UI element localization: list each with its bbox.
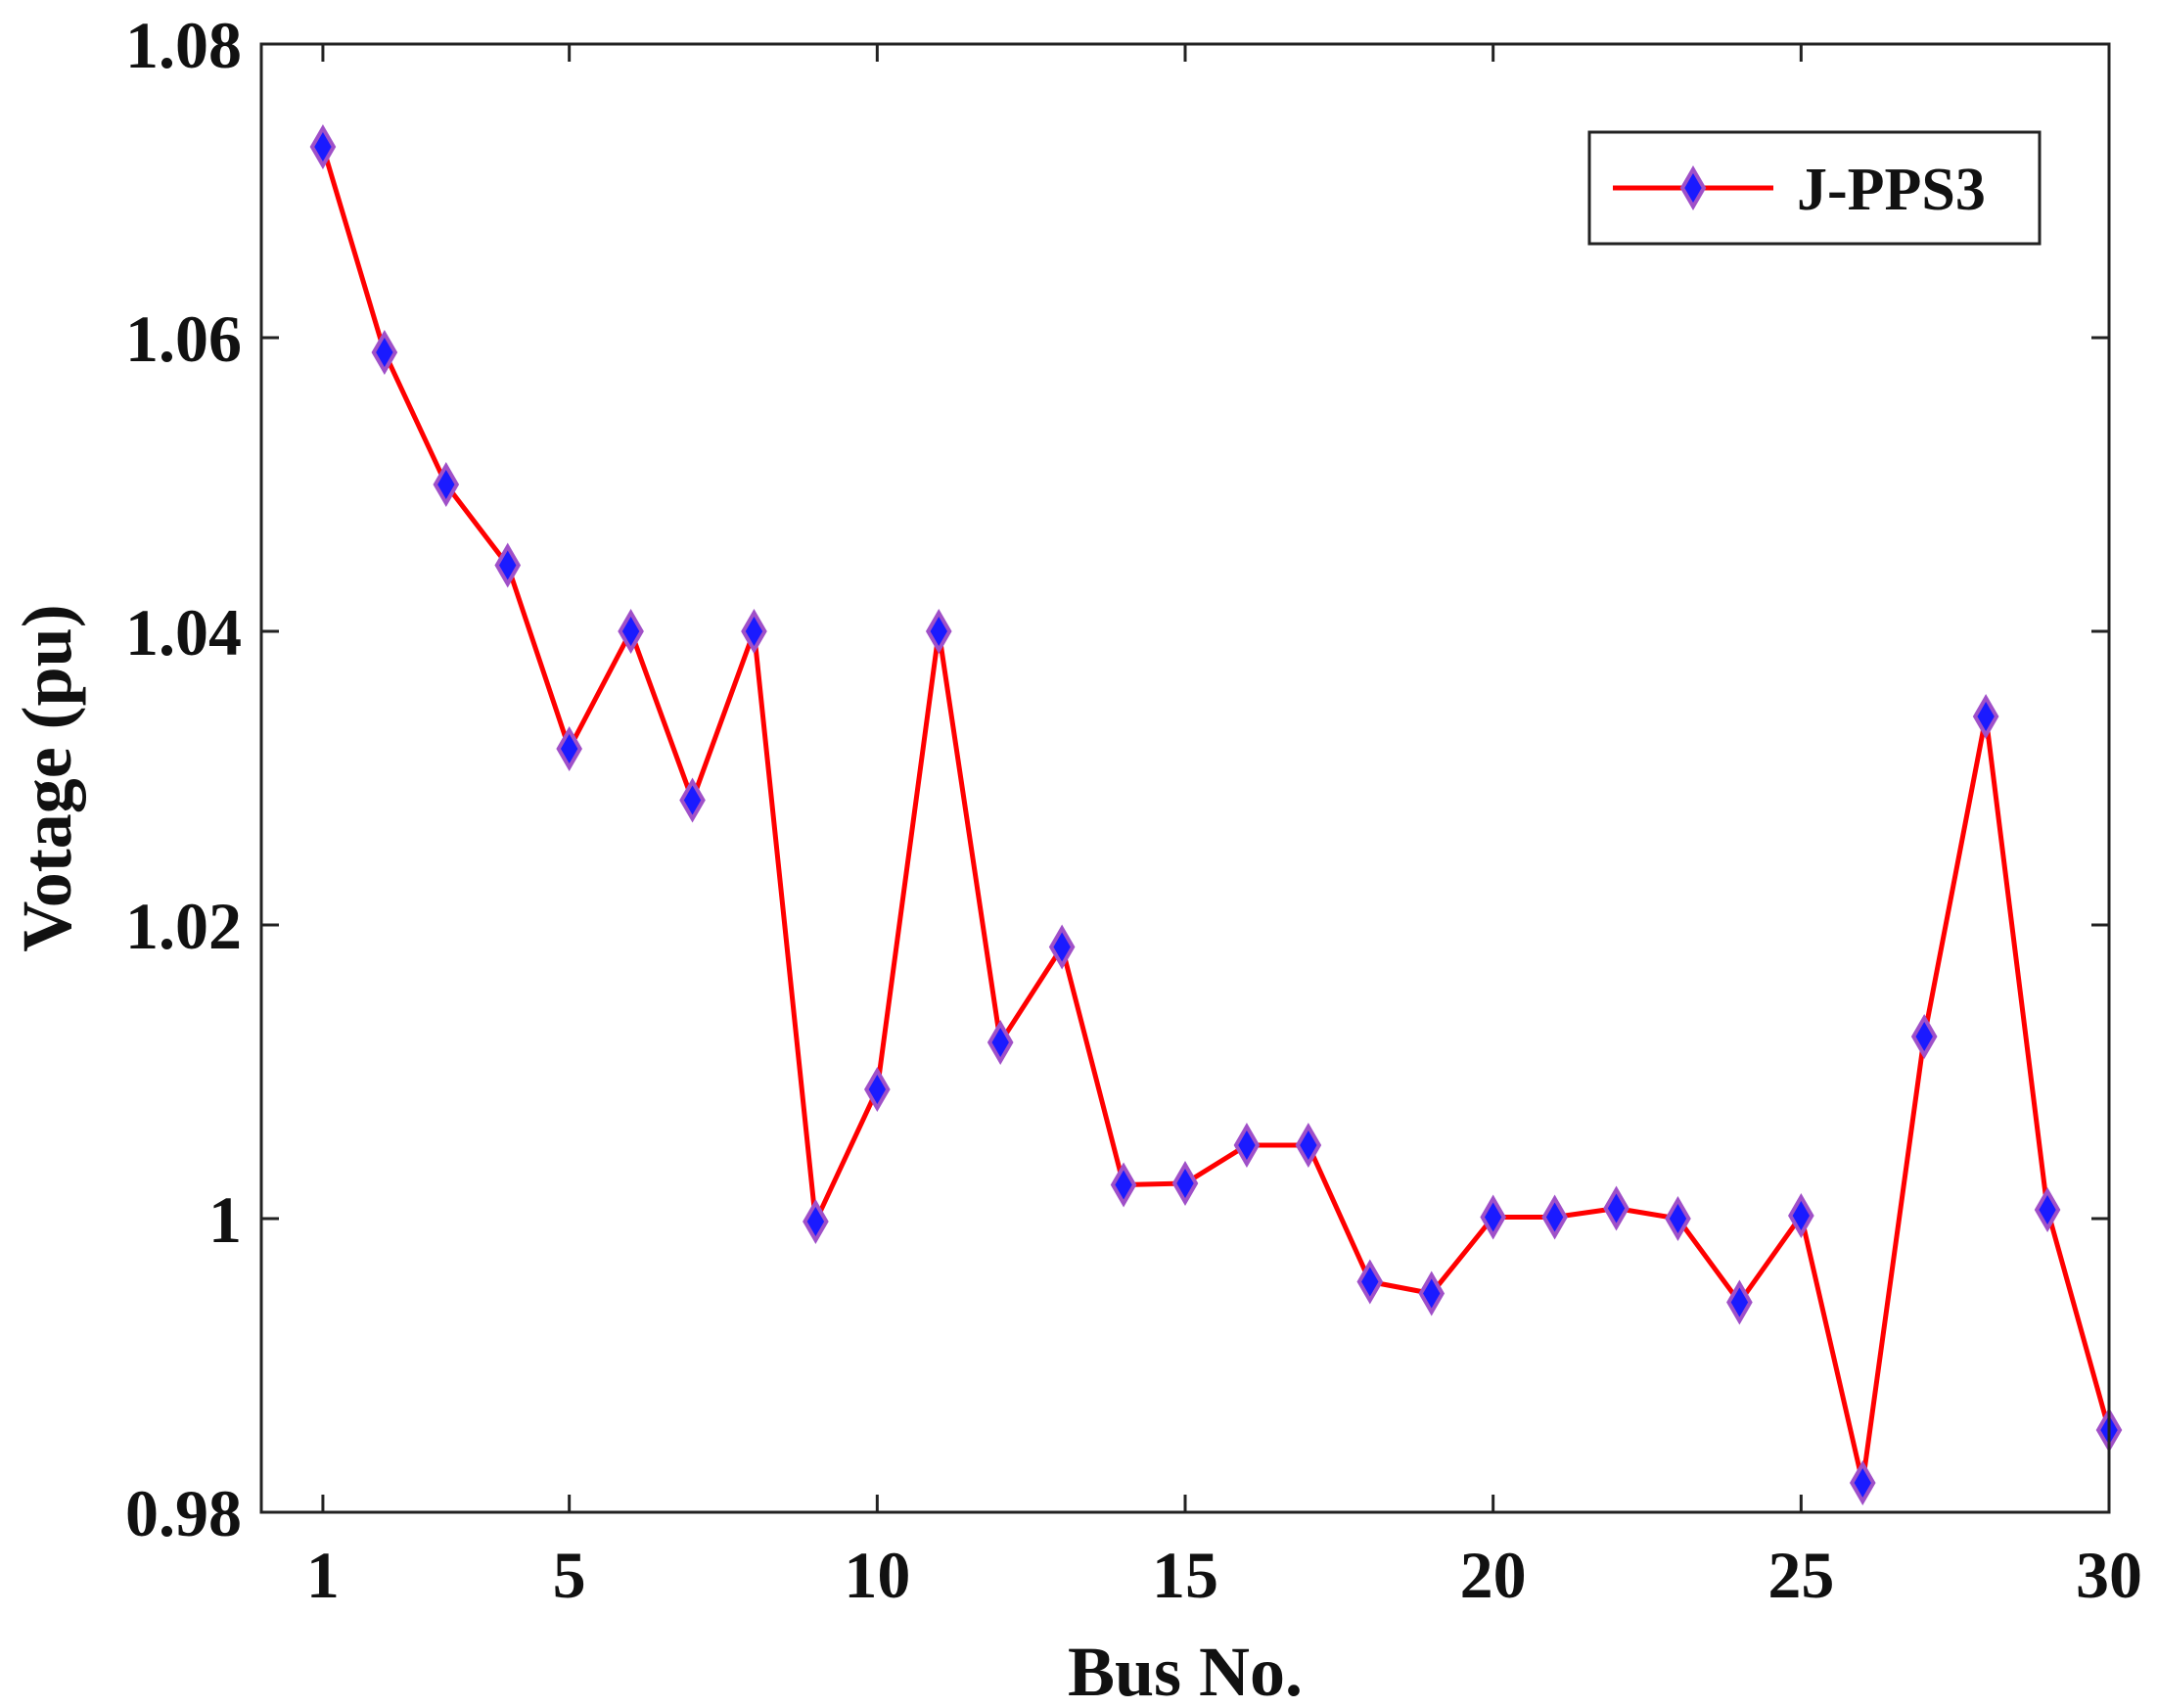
y-tick-label: 1 xyxy=(208,1182,242,1257)
data-point-marker xyxy=(803,1199,829,1244)
data-point-marker xyxy=(864,1067,891,1112)
y-tick-label: 1.08 xyxy=(125,8,242,82)
data-point-marker xyxy=(1480,1194,1506,1240)
x-tick-label: 20 xyxy=(1460,1538,1527,1612)
x-tick-label: 15 xyxy=(1152,1538,1218,1612)
legend-marker-sample xyxy=(1679,165,1707,210)
data-point-marker xyxy=(987,1020,1014,1065)
y-tick-label: 1.04 xyxy=(125,595,242,669)
data-point-marker xyxy=(556,726,582,771)
data-point-marker xyxy=(1233,1123,1261,1168)
data-point-marker xyxy=(1418,1270,1446,1316)
y-tick-label: 1.02 xyxy=(125,889,242,963)
data-point-marker xyxy=(1726,1279,1753,1325)
y-axis-title: Votage (pu) xyxy=(8,604,86,951)
data-point-marker xyxy=(618,609,644,654)
data-point-marker xyxy=(2034,1187,2061,1232)
x-tick-label: 30 xyxy=(2076,1538,2142,1612)
y-tick-label: 0.98 xyxy=(125,1476,242,1550)
data-point-marker xyxy=(925,609,952,654)
data-point-marker xyxy=(494,542,522,588)
data-point-marker xyxy=(741,609,767,654)
legend: J-PPS3 xyxy=(1587,130,2042,246)
marks-layer xyxy=(309,124,2123,1505)
plot-area xyxy=(261,44,2109,1512)
data-point-marker xyxy=(1171,1161,1199,1206)
x-tick-label: 10 xyxy=(844,1538,910,1612)
data-point-marker xyxy=(679,777,706,823)
data-point-marker xyxy=(1910,1014,1938,1059)
series-line-J-PPS3 xyxy=(320,146,2112,1486)
data-point-marker xyxy=(309,124,337,169)
data-point-marker xyxy=(1603,1185,1629,1231)
x-tick-label: 5 xyxy=(553,1538,586,1612)
x-tick-label: 1 xyxy=(306,1538,340,1612)
data-point-marker xyxy=(371,330,398,375)
data-point-marker xyxy=(1849,1460,1876,1505)
data-point-marker xyxy=(1295,1123,1322,1168)
data-point-marker xyxy=(1972,694,1999,739)
legend-label: J-PPS3 xyxy=(1797,157,1986,223)
data-point-marker xyxy=(1356,1259,1384,1305)
data-point-marker xyxy=(1665,1196,1691,1241)
x-axis-title: Bus No. xyxy=(1068,1633,1303,1708)
data-point-marker xyxy=(1110,1162,1137,1208)
data-point-marker xyxy=(1048,924,1076,970)
data-point-marker xyxy=(433,462,460,507)
data-point-marker xyxy=(1541,1194,1568,1240)
data-point-marker xyxy=(1788,1193,1814,1238)
x-tick-label: 25 xyxy=(1767,1538,1834,1612)
y-tick-label: 1.06 xyxy=(125,301,242,376)
